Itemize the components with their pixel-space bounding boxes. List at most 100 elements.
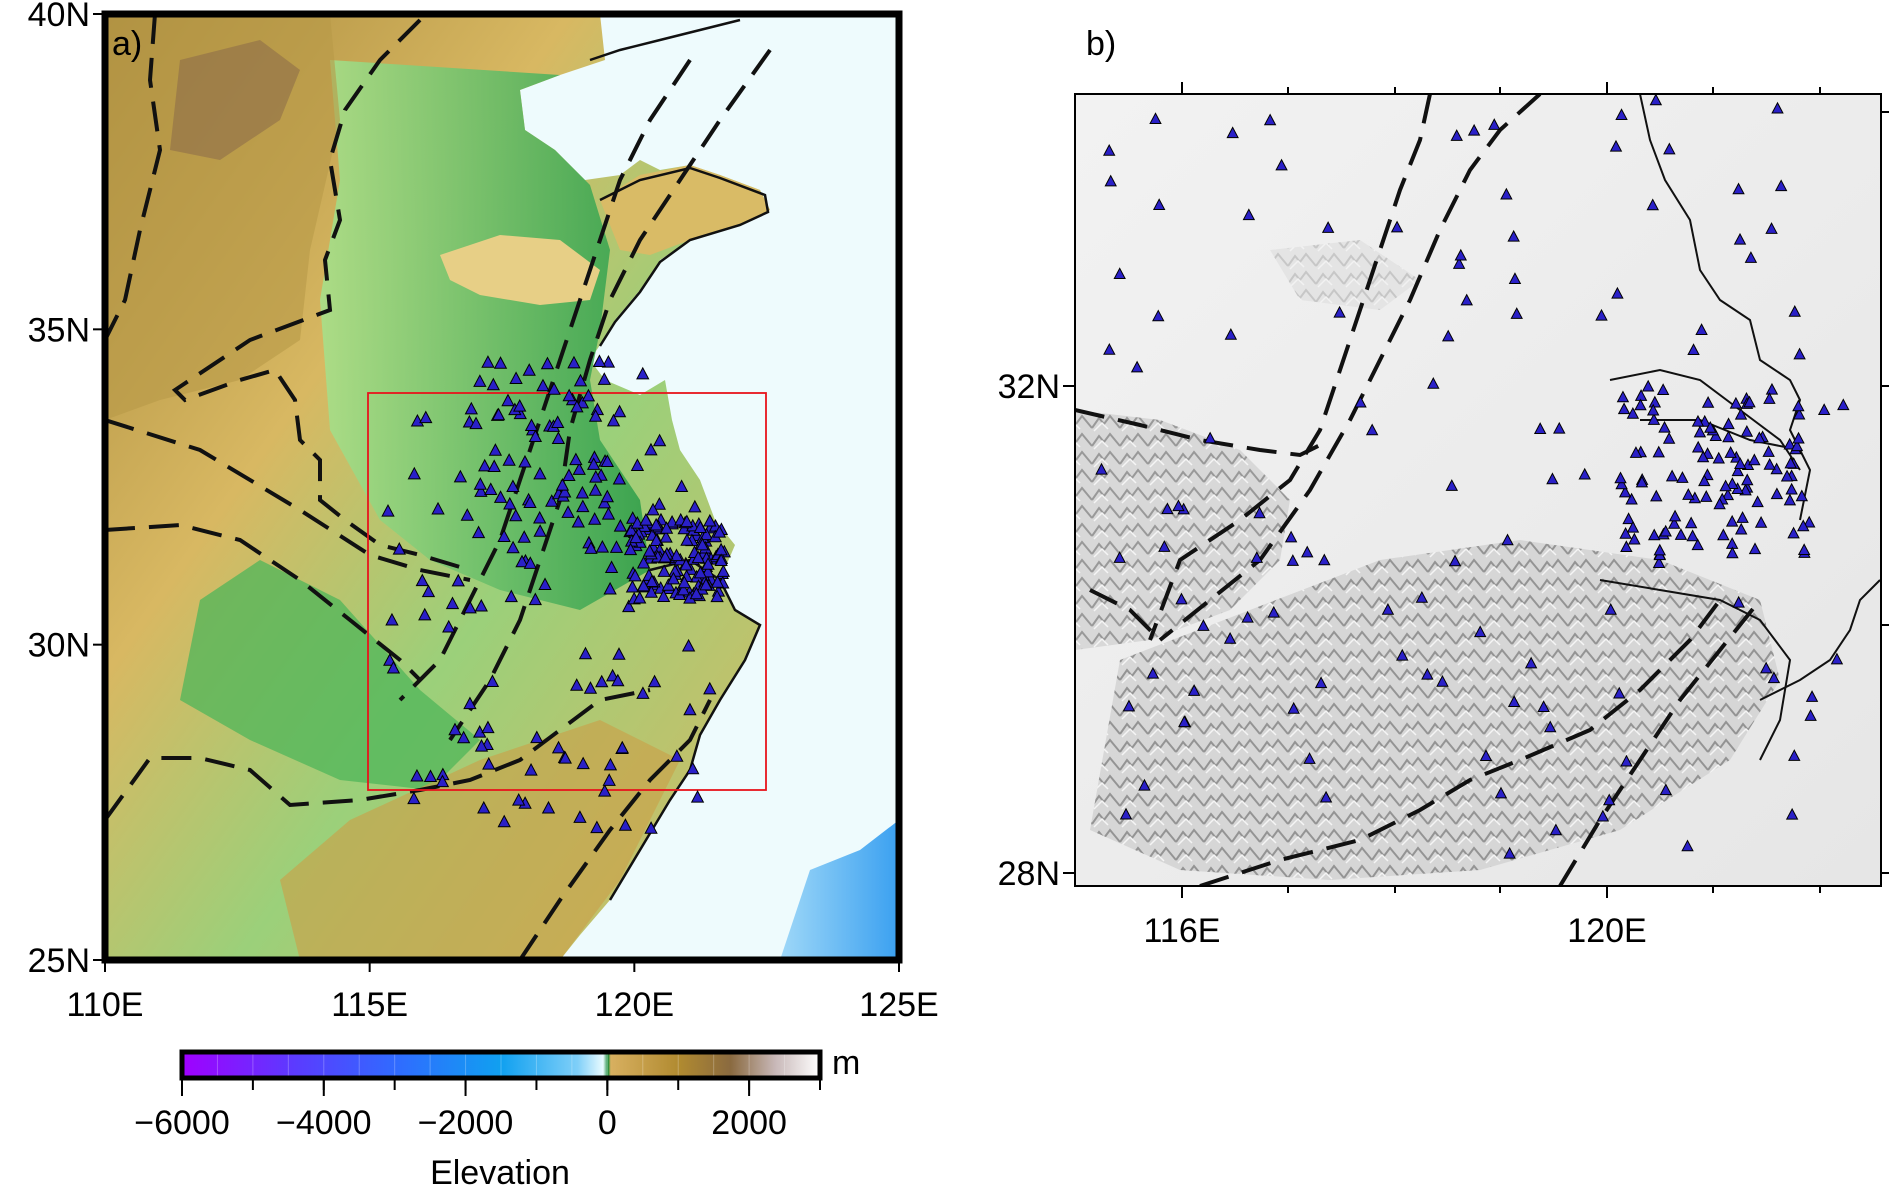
station-marker [562,468,576,482]
station-marker [1614,471,1627,484]
station-marker [606,413,621,427]
station-marker [701,557,715,570]
station-marker [1646,403,1660,416]
colorbar-tick-label: 0 [598,1104,617,1142]
station-marker [512,792,526,806]
station-marker [677,575,692,589]
station-marker [647,674,662,688]
station-marker [1421,667,1434,680]
colorbar-tick-label: −6000 [134,1104,230,1142]
station-marker [636,555,651,569]
station-marker [518,454,532,468]
station-marker [1197,619,1210,631]
station-marker [1724,446,1737,458]
station-marker [570,678,584,691]
station-marker [1224,328,1238,340]
station-marker [1787,526,1800,539]
station-marker [573,810,587,823]
station-marker [1748,453,1761,466]
station-marker [658,549,672,563]
station-marker [523,495,537,509]
station-marker [699,527,714,541]
station-marker [381,504,395,517]
station-marker [1175,592,1188,605]
station-marker [493,490,508,503]
station-marker [1646,198,1659,211]
station-marker [613,519,628,532]
station-marker [486,377,500,391]
station-marker [699,577,713,591]
station-marker [503,496,517,510]
station-marker [1774,179,1788,192]
station-marker [451,573,465,587]
yangtze-basin [180,560,480,790]
station-marker [1158,540,1171,552]
station-marker [1674,528,1688,540]
station-marker [701,564,715,578]
station-marker [1113,551,1126,563]
station-marker [1732,182,1745,195]
station-marker [1494,786,1508,799]
station-marker [1507,695,1521,707]
shandong-hills [440,235,600,305]
station-marker [1613,686,1626,699]
station-marker [415,573,429,587]
station-marker [551,740,566,754]
relief-mountains-south [1090,540,1780,880]
station-marker [1149,112,1162,124]
x-tick-label: 115E [331,986,408,1024]
station-marker [1626,520,1640,533]
station-marker [1618,485,1632,498]
y-tick-label: 40N [28,0,90,34]
station-marker [581,388,596,402]
station-marker [1731,464,1745,477]
station-marker [603,581,617,595]
station-marker [1537,700,1550,712]
station-marker [1783,493,1797,506]
station-marker [595,674,609,688]
station-marker [1793,347,1806,360]
station-marker [1763,392,1776,404]
station-marker [1460,293,1473,306]
station-marker [1146,666,1160,679]
station-marker [551,415,565,428]
station-marker [558,751,572,764]
station-marker [1390,220,1404,233]
station-marker [693,565,708,579]
station-marker [1242,208,1256,221]
station-marker [1652,556,1666,568]
station-marker [612,471,627,485]
station-marker [589,469,603,483]
panel-a-map: a) 110E 115E 120E 125E 25N 30N 35N 40N [28,0,939,1024]
station-marker [623,542,638,556]
highland-peaks [170,40,300,160]
station-marker [1381,602,1395,615]
station-marker [1712,451,1725,464]
station-marker [423,769,438,783]
station-marker [703,681,717,695]
station-marker [629,530,643,544]
station-marker [469,416,483,430]
station-marker [1767,671,1781,684]
station-marker [674,479,689,492]
station-marker [1119,807,1133,820]
station-marker [1321,221,1335,233]
station-marker [1467,123,1481,136]
y-tick-label: 35N [28,311,90,349]
station-marker [636,366,650,380]
station-marker [1804,709,1817,721]
station-marker [1797,519,1810,532]
station-marker [547,382,561,395]
y-tick-label: 28N [998,855,1060,893]
station-marker [1795,489,1809,502]
station-marker [609,540,624,553]
station-marker [1611,286,1624,299]
station-marker [562,388,576,402]
station-marker [1596,809,1610,822]
stations-panel-b [1095,94,1850,859]
station-marker [714,553,728,566]
station-marker [1741,473,1754,486]
station-marker [1130,360,1144,373]
station-marker [1615,108,1628,121]
station-marker [1765,382,1779,395]
